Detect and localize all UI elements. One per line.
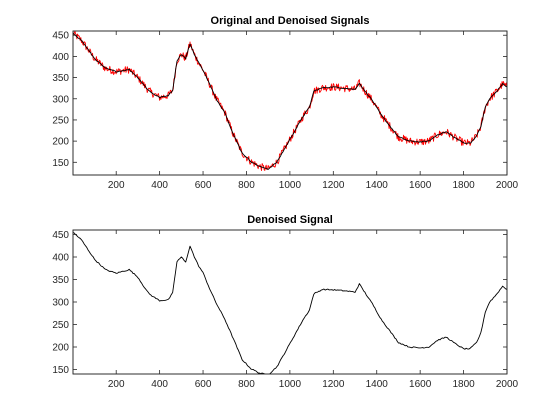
x-tick-label: 1000 [279, 180, 302, 191]
series-line-2 [73, 32, 507, 170]
axes-box [72, 30, 508, 176]
y-tick-label: 300 [52, 94, 69, 105]
axes-frame [72, 30, 508, 176]
x-tick-label: 1000 [279, 379, 302, 390]
x-tick-label: 1400 [366, 379, 389, 390]
y-tick-label: 200 [52, 137, 69, 148]
axes-box [72, 229, 508, 375]
y-tick-label: 300 [52, 298, 69, 309]
x-tick-label: 1200 [322, 379, 345, 390]
y-tick-label: 450 [52, 31, 69, 42]
x-tick-label: 2000 [496, 379, 519, 390]
subplot-1-title: Original and Denoised Signals [211, 15, 370, 27]
x-tick-label: 600 [195, 379, 212, 390]
x-tick-label: 1400 [366, 180, 389, 191]
y-tick-label: 400 [52, 253, 69, 264]
x-tick-label: 400 [151, 180, 168, 191]
subplot-original-and-denoised: Original and Denoised Signals 200 400 600 8… [52, 15, 518, 191]
x-tick-label: 800 [238, 379, 255, 390]
subplot-denoised: Denoised Signal 200 400 600 800 1000 1200 1400… [52, 214, 518, 390]
x-tick-label: 2000 [496, 180, 519, 191]
x-tick-label: 1800 [452, 379, 475, 390]
x-tick-label: 1800 [452, 180, 475, 191]
x-tick-label: 1600 [409, 180, 432, 191]
y-tick-label: 400 [52, 52, 69, 63]
x-tick-label: 800 [238, 180, 255, 191]
x-tick-label: 200 [108, 180, 125, 191]
subplot-2-title: Denoised Signal [247, 214, 333, 226]
x-tick-label: 600 [195, 180, 212, 191]
axes-frame [72, 229, 508, 375]
y-tick-label: 150 [52, 365, 69, 376]
x-tick-label: 1200 [322, 180, 345, 191]
y-tick-label: 350 [52, 275, 69, 286]
x-tick-label: 1600 [409, 379, 432, 390]
y-tick-label: 250 [52, 320, 69, 331]
y-tick-label: 450 [52, 230, 69, 241]
y-tick-label: 250 [52, 115, 69, 126]
series-line-1 [73, 231, 507, 374]
y-tick-label: 350 [52, 73, 69, 84]
y-tick-label: 150 [52, 158, 69, 169]
y-tick-label: 200 [52, 343, 69, 354]
x-tick-label: 200 [108, 379, 125, 390]
x-tick-label: 400 [151, 379, 168, 390]
